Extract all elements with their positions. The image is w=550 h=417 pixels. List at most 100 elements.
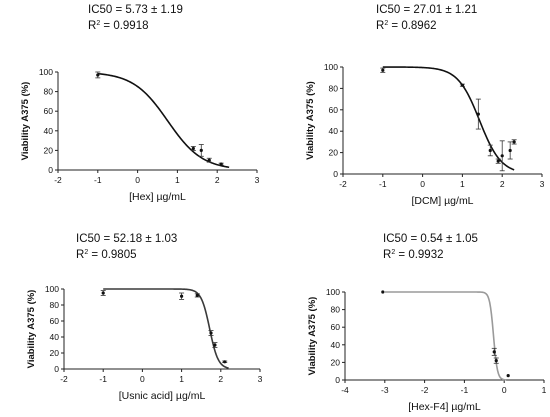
y-tick-label: 40	[331, 340, 341, 350]
ic50-text: IC50 = 0.54 ± 1.05	[383, 233, 478, 245]
chart-panel-usnic-acid: -2 -1 0 1 2 3 0 20 40 60 80 100 [Usnic acid] µg/mL Vi…	[26, 284, 263, 402]
x-tick-label: 1	[179, 374, 184, 384]
y-axis-label: Viability A375 (%)	[305, 81, 316, 160]
fit-curve	[97, 72, 230, 169]
data-point	[492, 350, 496, 354]
y-tick-label: 80	[329, 83, 339, 93]
fit-curve	[103, 288, 229, 369]
fit-curve	[384, 291, 507, 381]
x-tick-label: -1	[461, 385, 469, 395]
y-tick-label: 80	[50, 300, 60, 310]
x-tick-label: -1	[379, 179, 387, 189]
data-point	[476, 112, 480, 116]
r2-value: = 0.8962	[388, 20, 437, 32]
y-tick-label: 0	[335, 375, 340, 385]
y-tick-label: 40	[44, 126, 54, 136]
y-tick-label: 100	[324, 62, 338, 72]
r2-superscript: 2	[384, 20, 389, 27]
x-tick-label: 2	[215, 175, 220, 185]
y-tick-label: 20	[331, 357, 341, 367]
data-point	[195, 293, 199, 297]
r2-label: R2 = 0.9918	[88, 20, 149, 32]
data-point	[199, 148, 203, 152]
fit-curve	[382, 66, 515, 171]
y-axis-label: Viability A375 (%)	[20, 82, 31, 161]
y-tick-label: 40	[50, 332, 60, 342]
data-point	[101, 291, 105, 295]
x-tick-label: 0	[135, 175, 140, 185]
y-tick-label: 100	[326, 287, 340, 297]
r2-superscript: 2	[391, 249, 396, 256]
y-tick-label: 60	[44, 106, 54, 116]
x-tick-label: 0	[140, 374, 145, 384]
y-tick-label: 100	[39, 67, 53, 77]
x-tick-label: 2	[500, 179, 505, 189]
ic50-label: IC50 = 5.73 ± 1.19	[88, 4, 183, 16]
ic50-label: IC50 = 0.54 ± 1.05	[383, 233, 478, 245]
data-point	[191, 146, 195, 151]
data-point	[500, 154, 504, 158]
x-tick-label: 3	[255, 175, 260, 185]
data-point	[96, 73, 100, 77]
data-point	[494, 359, 498, 363]
x-tick-label: 1	[175, 175, 180, 185]
data-point	[488, 148, 492, 153]
data-point	[512, 140, 516, 144]
r2-value: = 0.9932	[395, 249, 444, 261]
y-tick-label: 0	[333, 169, 338, 179]
x-tick-label: 1	[542, 385, 547, 395]
y-tick-label: 0	[54, 364, 59, 374]
data-point	[223, 360, 227, 364]
data-point	[207, 158, 211, 162]
r2-label: R2 = 0.9932	[383, 249, 444, 261]
r2-value: = 0.9805	[88, 249, 137, 261]
x-tick-label: 2	[218, 374, 223, 384]
r2-symbol: R	[383, 249, 392, 261]
ic50-text: IC50 = 52.18 ± 1.03	[76, 233, 178, 245]
y-tick-label: 80	[44, 87, 54, 97]
data-point	[460, 83, 464, 87]
y-tick-label: 60	[50, 316, 60, 326]
y-axis-label: Viability A375 (%)	[26, 290, 37, 369]
y-tick-label: 20	[50, 348, 60, 358]
chart-panel-dcm: -2 -1 0 1 2 3 0 20 40 60 80 100 [DCM] µg/mL Viability…	[305, 62, 545, 207]
r2-label: R2 = 0.8962	[376, 20, 437, 32]
x-tick-label: -2	[54, 175, 62, 185]
y-tick-label: 100	[45, 284, 59, 294]
data-point	[209, 331, 213, 335]
r2-symbol: R	[376, 20, 385, 32]
data-point	[381, 68, 385, 72]
y-tick-label: 20	[329, 148, 339, 158]
r2-superscript: 2	[96, 20, 101, 27]
y-tick-label: 60	[329, 105, 339, 115]
r2-value: = 0.9918	[100, 20, 149, 32]
x-tick-label: -4	[341, 385, 349, 395]
r2-superscript: 2	[84, 249, 89, 256]
data-point	[219, 162, 223, 166]
x-tick-label: 0	[420, 179, 425, 189]
x-axis-label: [Usnic acid] µg/mL	[119, 390, 206, 402]
x-tick-label: 3	[258, 374, 263, 384]
x-tick-label: -2	[60, 374, 68, 384]
data-point	[496, 159, 500, 163]
x-tick-label: 0	[502, 385, 507, 395]
data-point	[508, 148, 512, 153]
x-tick-label: -2	[421, 385, 429, 395]
data-point	[180, 294, 184, 298]
data-point	[213, 343, 217, 347]
r2-symbol: R	[76, 249, 85, 261]
y-axis-label: Viability A375 (%)	[307, 297, 318, 376]
x-tick-label: -3	[381, 385, 389, 395]
ic50-text: IC50 = 5.73 ± 1.19	[88, 4, 183, 16]
x-tick-label: 3	[540, 179, 545, 189]
x-axis-label: [Hex] µg/mL	[129, 191, 186, 203]
x-tick-label: -2	[339, 179, 347, 189]
x-axis-label: [DCM] µg/mL	[411, 195, 473, 207]
y-tick-label: 40	[329, 126, 339, 136]
y-tick-label: 0	[48, 165, 53, 175]
x-tick-label: -1	[94, 175, 102, 185]
r2-label: R2 = 0.9805	[76, 249, 137, 261]
chart-panel-hex: -2 -1 0 1 2 3 0 20 40 60 80 100 [Hex] µg/mL Viability…	[20, 67, 260, 203]
y-tick-label: 20	[44, 145, 54, 155]
